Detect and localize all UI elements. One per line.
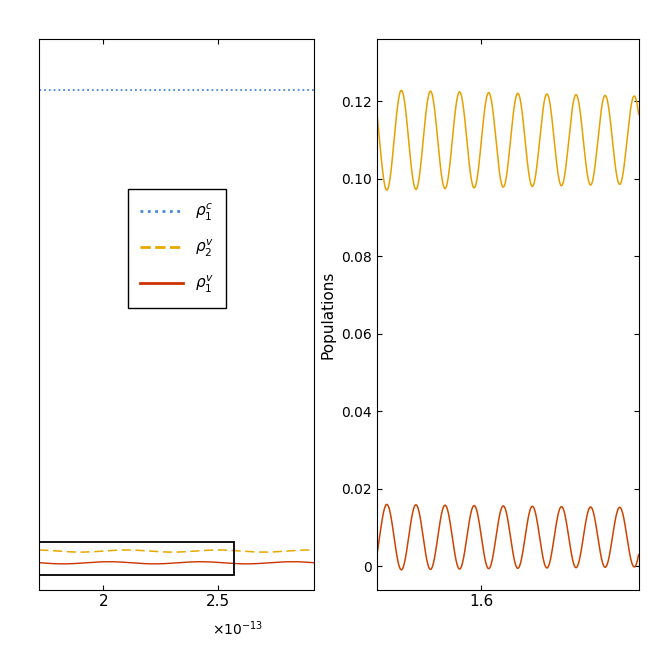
Text: $\times10^{-13}$: $\times10^{-13}$ <box>212 620 263 639</box>
Bar <box>39 542 234 574</box>
Legend: $\rho_1^c$, $\rho_2^v$, $\rho_1^v$: $\rho_1^c$, $\rho_2^v$, $\rho_1^v$ <box>128 189 226 308</box>
Y-axis label: Populations: Populations <box>320 271 335 358</box>
